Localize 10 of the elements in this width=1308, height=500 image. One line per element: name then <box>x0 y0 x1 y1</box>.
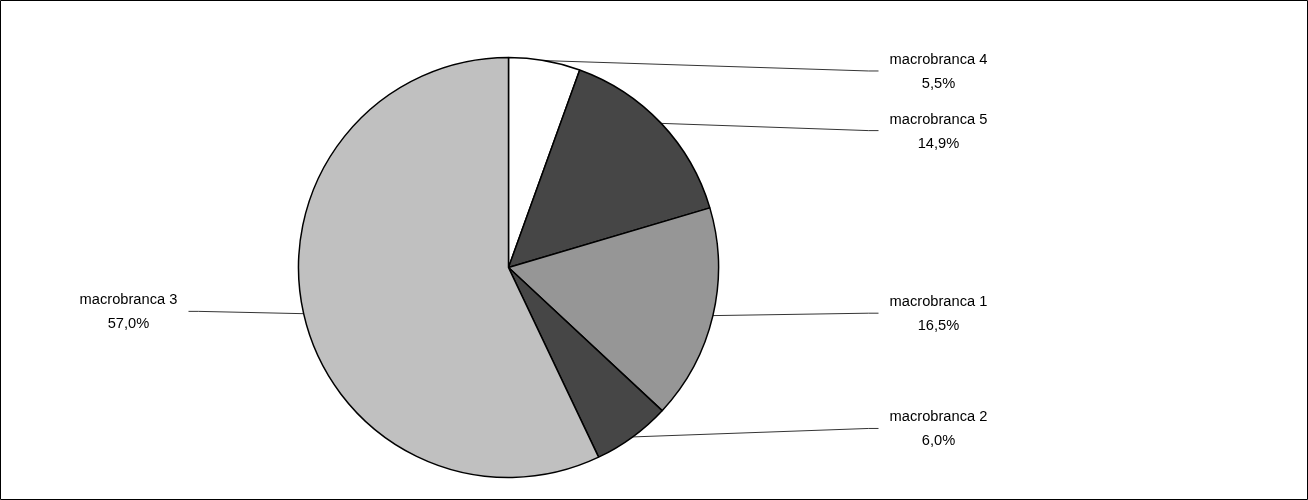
slice-label: macrobranca 3 <box>79 291 178 308</box>
data-label: 16,5% <box>917 317 960 334</box>
slice-label: macrobranca 1 <box>889 293 988 310</box>
slice-label: macrobranca 5 <box>889 110 988 127</box>
data-label: 57,0% <box>107 315 150 332</box>
slice-label: macrobranca 2 <box>889 408 988 425</box>
data-label: 5,5% <box>921 74 956 91</box>
data-label: 14,9% <box>917 134 960 151</box>
data-label: 6,0% <box>921 432 956 449</box>
slice-label: macrobranca 4 <box>889 50 988 67</box>
